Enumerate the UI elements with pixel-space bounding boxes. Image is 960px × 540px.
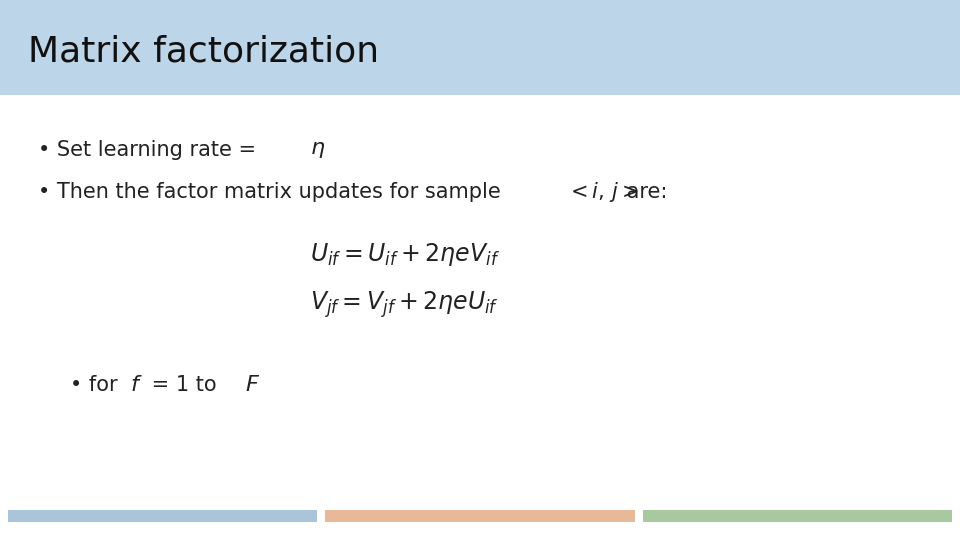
Bar <box>642 510 952 522</box>
Text: • for: • for <box>70 375 124 395</box>
Text: • Then the factor matrix updates for sample: • Then the factor matrix updates for sam… <box>38 182 508 202</box>
Text: $\mathit{F}$: $\mathit{F}$ <box>245 375 260 395</box>
Bar <box>0 0 960 95</box>
Bar <box>325 510 635 522</box>
Bar <box>8 510 318 522</box>
Text: $\eta$: $\eta$ <box>310 140 325 160</box>
Text: $\mathit{f}$: $\mathit{f}$ <box>130 375 143 395</box>
Text: $V_{jf}=V_{jf}+2\eta eU_{if}$: $V_{jf}=V_{jf}+2\eta eU_{if}$ <box>310 289 499 320</box>
Text: $U_{if}=U_{if}+2\eta eV_{if}$: $U_{if}=U_{if}+2\eta eV_{if}$ <box>310 241 500 268</box>
Text: Matrix factorization: Matrix factorization <box>28 35 379 69</box>
Text: = 1 to: = 1 to <box>145 375 224 395</box>
Text: $< \mathit{i},\, \mathit{j}>$: $< \mathit{i},\, \mathit{j}>$ <box>566 180 638 204</box>
Text: • Set learning rate =: • Set learning rate = <box>38 140 263 160</box>
Text: are:: are: <box>620 182 667 202</box>
